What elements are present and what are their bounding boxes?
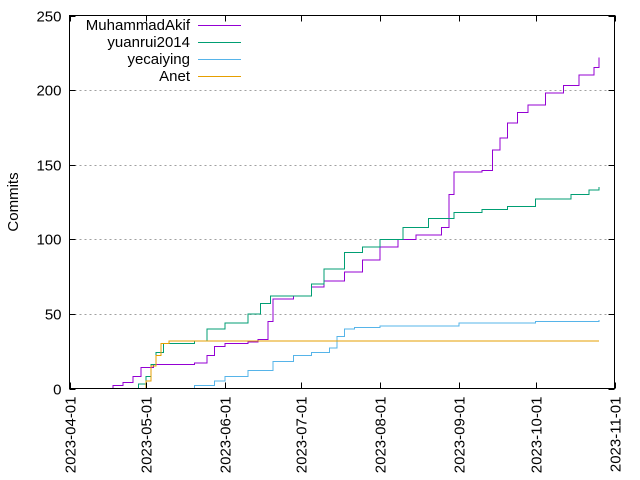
x-axis: 2023-04-01 2023-05-01 2023-06-01 2023-07-01… (63, 15, 625, 474)
series-lines (92, 57, 600, 389)
y-axis: 0 50 100 150 200 250 (36, 9, 615, 399)
legend-label: MuhammadAkif (86, 17, 191, 34)
x-tick-label: 2023-08-01 (373, 397, 390, 474)
x-tick-label: 2023-05-01 (139, 397, 156, 474)
x-tick-label: 2023-10-01 (529, 397, 546, 474)
grid-lines (69, 90, 615, 315)
y-axis-label: Commits (5, 172, 22, 231)
legend-label: yuanrui2014 (107, 34, 190, 51)
series-line-yuanrui2014 (92, 187, 600, 389)
y-tick-label: 100 (36, 232, 61, 249)
series-line-yecaiying (181, 319, 600, 389)
legend-label: yecaiying (127, 51, 190, 68)
x-tick-label: 2023-04-01 (63, 397, 80, 474)
y-tick-label: 150 (36, 158, 61, 175)
x-tick-label: 2023-07-01 (294, 397, 311, 474)
x-tick-label: 2023-09-01 (452, 397, 469, 474)
series-line-anet (138, 340, 600, 389)
x-tick-label: 2023-06-01 (218, 397, 235, 474)
y-tick-label: 0 (53, 382, 61, 399)
series-line-muhammadakif (92, 57, 600, 389)
y-tick-label: 250 (36, 9, 61, 26)
plot-frame (69, 15, 615, 389)
x-tick-label: 2023-11-01 (608, 397, 625, 473)
legend-label: Anet (159, 68, 191, 85)
y-tick-label: 200 (36, 83, 61, 100)
y-tick-label: 50 (45, 307, 62, 324)
